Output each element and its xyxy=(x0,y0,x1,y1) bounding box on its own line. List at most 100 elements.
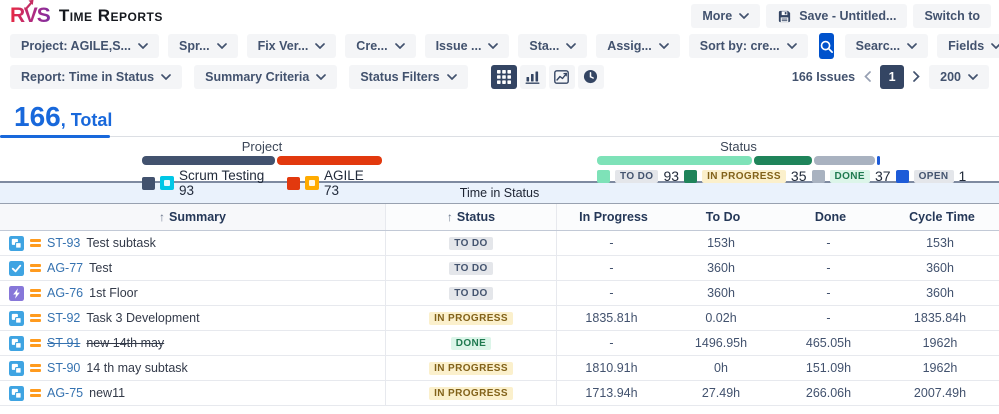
switch-to-button[interactable]: Switch to xyxy=(913,4,991,28)
status-badge: TO DO xyxy=(449,261,493,275)
filter-status[interactable]: Sta... xyxy=(518,34,588,58)
issue-key-link[interactable]: ST-93 xyxy=(47,236,81,250)
page-size-select[interactable]: 200 xyxy=(929,64,989,89)
issue-key-link[interactable]: AG-77 xyxy=(47,261,84,275)
to-do-cell: 153h xyxy=(707,236,735,250)
status-badge: IN PROGRESS xyxy=(429,361,513,375)
line-chart-view-button[interactable] xyxy=(548,64,575,89)
issue-summary: new 14th may xyxy=(86,336,165,350)
filter-assignee[interactable]: Assig... xyxy=(596,34,680,58)
more-button[interactable]: More xyxy=(691,4,761,28)
search-button[interactable] xyxy=(818,33,834,59)
filter-group-right: Searc... Fields Statuses xyxy=(844,34,999,58)
column-header[interactable]: In Progress xyxy=(579,210,648,224)
table-row: ST-93 Test subtask TO DO - 153h - 153h xyxy=(0,231,999,256)
app-title: Time Reports xyxy=(58,6,163,25)
filter-search-text[interactable]: Searc... xyxy=(844,34,929,58)
chevron-down-icon xyxy=(786,43,797,49)
legend-bar-segment xyxy=(142,156,276,165)
table-row: ST-91 new 14th may DONE - 1496.95h 465.0… xyxy=(0,331,999,356)
legend-color-swatch xyxy=(684,169,698,183)
filter-fix-version[interactable]: Fix Ver... xyxy=(246,34,337,58)
cycle-time-cell: 153h xyxy=(926,236,954,250)
issue-key-link[interactable]: AG-75 xyxy=(47,386,84,400)
priority-medium-icon xyxy=(30,264,41,272)
chevron-down-icon xyxy=(968,73,978,80)
table-view-button[interactable] xyxy=(490,64,517,89)
status-legend: Status TO DO 93 IN PROGRESS 35 DONE 37 OPEN 1 xyxy=(597,139,966,184)
status-badge: IN PROGRESS xyxy=(429,386,513,400)
bar-chart-view-button[interactable] xyxy=(519,64,546,89)
column-header[interactable]: To Do xyxy=(705,210,741,224)
summary-cell: AG-76 1st Floor xyxy=(0,281,386,305)
chevron-left-icon xyxy=(864,71,871,82)
previous-page-button[interactable] xyxy=(864,71,871,82)
summary-tab-row: 166, Total xyxy=(0,92,999,138)
project-legend-label: AGILE 73 xyxy=(324,168,364,198)
legend-bar-segment xyxy=(754,156,813,165)
project-legend-label: Scrum Testing 93 xyxy=(179,168,265,198)
status-legend-count: 93 xyxy=(663,168,680,184)
filter-sprint[interactable]: Spr... xyxy=(167,34,238,58)
status-cell: TO DO xyxy=(386,231,557,255)
filter-label: Issue ... xyxy=(435,39,482,53)
status-cell: IN PROGRESS xyxy=(386,356,557,380)
status-cell: IN PROGRESS xyxy=(386,381,557,405)
issue-summary: 14 th may subtask xyxy=(86,361,188,375)
column-header[interactable]: Done xyxy=(814,210,847,224)
report-selector[interactable]: Report: Time in Status xyxy=(10,64,183,89)
filter-fields[interactable]: Fields xyxy=(937,34,999,58)
filter-label: Spr... xyxy=(178,39,210,53)
chevron-down-icon xyxy=(315,43,326,49)
legend-bar-segment xyxy=(597,156,752,165)
next-page-button[interactable] xyxy=(913,71,920,82)
chevron-down-icon xyxy=(658,43,669,49)
column-header[interactable]: ↑ Summary xyxy=(0,204,386,230)
filter-label: Assig... xyxy=(607,39,652,53)
project-distribution-bar xyxy=(142,156,382,165)
issue-summary: Task 3 Development xyxy=(86,311,200,325)
filter-sort-by[interactable]: Sort by: cre... xyxy=(688,34,808,58)
total-tab[interactable]: 166, Total xyxy=(14,101,113,132)
chevron-down-icon xyxy=(566,43,577,49)
issue-type-icon xyxy=(9,360,24,376)
priority-medium-icon xyxy=(30,314,41,322)
issue-type-icon xyxy=(9,235,24,251)
issue-key-link[interactable]: AG-76 xyxy=(47,286,84,300)
legend-section: Project Scrum Testing 93 AGILE 73 Status … xyxy=(0,137,999,198)
status-legend-count: 1 xyxy=(958,168,967,184)
filter-label: Status Filters xyxy=(360,69,440,84)
issue-type-icon xyxy=(9,310,24,326)
chevron-down-icon xyxy=(394,43,405,49)
filter-bar: Project: AGILE,S... Spr... Fix Ver... Cr… xyxy=(0,30,999,61)
legend-bar-segment xyxy=(814,156,876,165)
issue-key-link[interactable]: ST-91 xyxy=(47,336,81,350)
time-view-button[interactable] xyxy=(577,64,604,89)
status-badge: DONE xyxy=(450,336,492,350)
summary-cell: AG-75 new11 xyxy=(0,381,386,405)
report-toolbar: Report: Time in Status Summary Criteria … xyxy=(0,61,999,92)
summary-cell: ST-91 new 14th may xyxy=(0,331,386,355)
save-button[interactable]: Save - Untitled... xyxy=(766,4,908,28)
issue-type-icon xyxy=(9,335,24,351)
status-legend-badge: TO DO xyxy=(615,169,659,183)
column-header[interactable]: Cycle Time xyxy=(909,210,975,224)
filter-project[interactable]: Project: AGILE,S... xyxy=(10,34,159,58)
summary-criteria[interactable]: Summary Criteria xyxy=(194,64,338,89)
issue-key-link[interactable]: ST-92 xyxy=(47,311,81,325)
chevron-right-icon xyxy=(913,71,920,82)
legend-color-swatch xyxy=(142,176,155,190)
status-filters[interactable]: Status Filters xyxy=(349,64,468,89)
issue-summary: Test subtask xyxy=(86,236,156,250)
filter-group-left: Project: AGILE,S... Spr... Fix Ver... Cr… xyxy=(10,34,808,58)
column-header[interactable]: ↑ Status xyxy=(386,204,557,230)
chevron-down-icon xyxy=(739,13,750,19)
filter-created[interactable]: Cre... xyxy=(345,34,416,58)
filter-label: Fix Ver... xyxy=(257,39,309,53)
issue-key-link[interactable]: ST-90 xyxy=(47,361,81,375)
topbar: RVS Time Reports More Save - Untitled...… xyxy=(0,0,999,30)
current-page-button[interactable]: 1 xyxy=(880,64,905,89)
filter-issue-type[interactable]: Issue ... xyxy=(424,34,510,58)
chevron-down-icon xyxy=(316,73,327,80)
